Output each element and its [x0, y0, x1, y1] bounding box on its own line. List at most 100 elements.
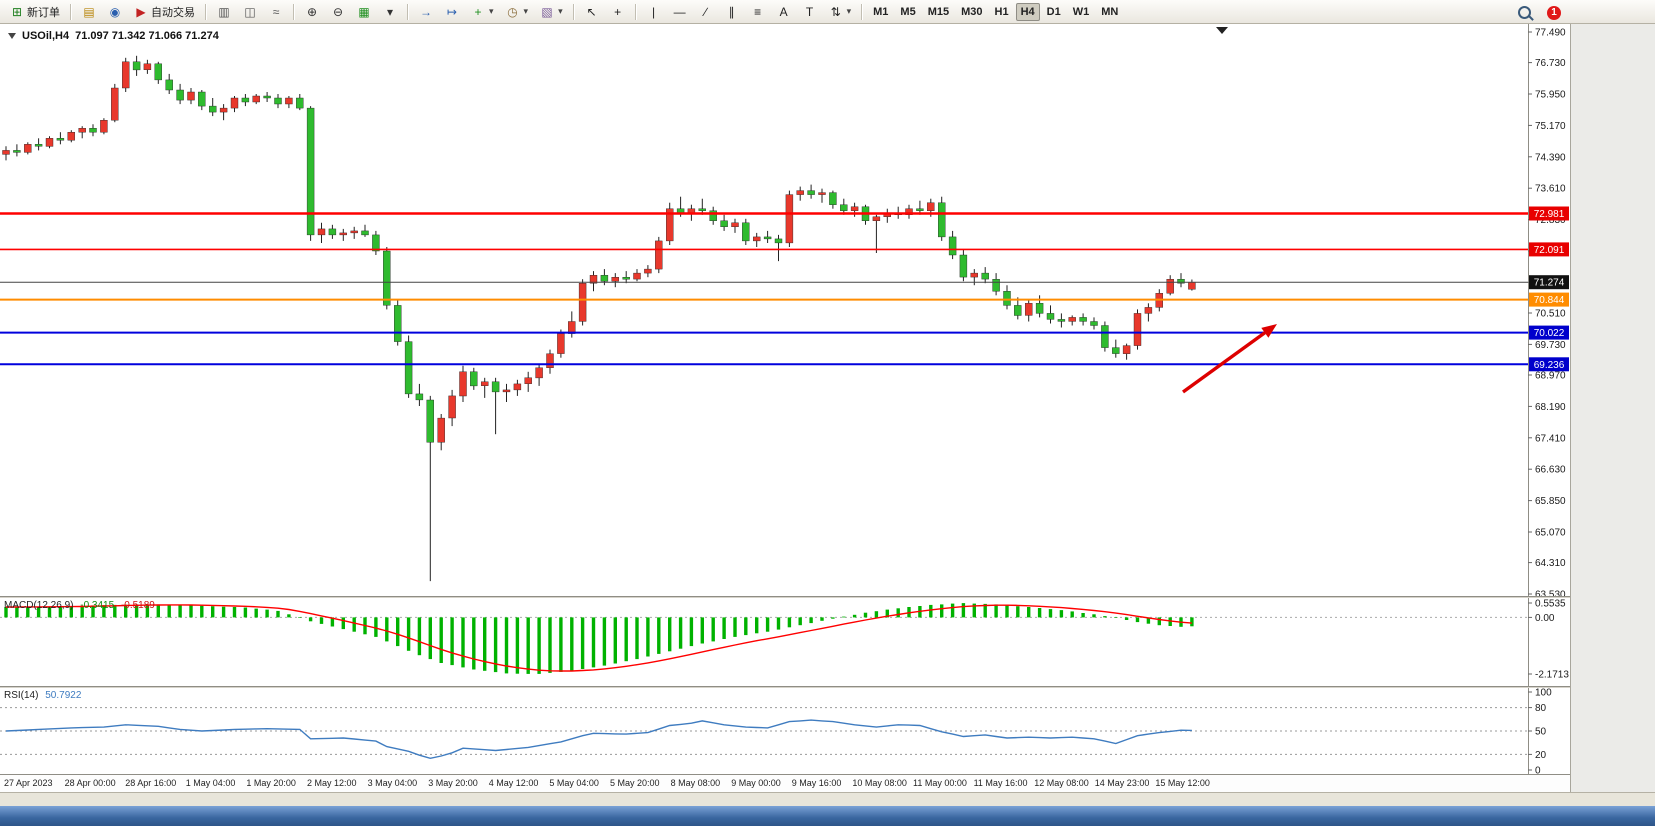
zoom-in-button[interactable]: ⊕ — [300, 3, 324, 21]
periods-button[interactable]: ◷ ▾ — [501, 3, 534, 21]
scroll-marker[interactable] — [1216, 27, 1228, 34]
time-axis-label: 8 May 08:00 — [670, 778, 721, 788]
channel-button[interactable]: ∥ — [720, 3, 744, 21]
fibonacci-button[interactable]: ≡ — [746, 3, 770, 21]
timeframe-m1[interactable]: M1 — [868, 3, 893, 21]
macd-histogram-bar — [646, 617, 650, 657]
timeframe-m5[interactable]: M5 — [895, 3, 920, 21]
candle-body — [774, 238, 783, 244]
candle-body — [916, 208, 924, 211]
candle-body — [339, 232, 347, 236]
candle-body — [1079, 317, 1087, 322]
price-tick-label: 68.970 — [1535, 371, 1566, 382]
indicators-button[interactable]: + ▾ — [466, 3, 499, 21]
pane-splitter[interactable] — [0, 686, 1570, 688]
macd-histogram-bar — [352, 617, 356, 632]
line-chart-button[interactable]: ≈ — [264, 3, 288, 21]
templates-button[interactable]: ▧ ▾ — [535, 3, 568, 21]
time-axis[interactable]: 27 Apr 2023 28 Apr 00:00 28 Apr 16:00 1 May… — [0, 774, 1570, 792]
macd-histogram-bar — [211, 606, 215, 618]
zoom-out-button[interactable]: ⊖ — [326, 3, 350, 21]
rsi-value: 50.7922 — [45, 690, 82, 701]
trendline-button[interactable]: ∕ — [694, 3, 718, 21]
candle-body — [1014, 305, 1022, 316]
chevron-down-icon[interactable]: ▾ — [846, 6, 852, 16]
macd-histogram-bar — [940, 604, 944, 618]
timeframe-h4[interactable]: H4 — [1015, 2, 1040, 21]
chevron-down-icon[interactable]: ▾ — [523, 6, 529, 16]
one-click-trading-icon[interactable] — [8, 33, 16, 39]
arrange-dropdown-button[interactable]: ▾ — [378, 3, 402, 21]
candlestick-chart-button[interactable]: ◫ — [238, 3, 262, 21]
new-order-button[interactable]: ⊞ 新订单 — [5, 2, 65, 22]
macd-histogram-bar — [1124, 617, 1129, 620]
text-button[interactable]: A — [772, 3, 796, 21]
macd-pane[interactable]: 0.5535 0.00 -2.1713 MACD(12,26,9) -0.3415 … — [0, 598, 1570, 686]
time-axis-label: 3 May 04:00 — [367, 778, 418, 788]
rsi-chart-canvas[interactable]: 100 80 50 20 0 — [0, 688, 1570, 774]
vertical-line-button[interactable]: | — [642, 3, 666, 21]
bar-chart-button[interactable]: ▥ — [212, 3, 236, 21]
rsi-line — [5, 719, 1192, 760]
macd-chart-canvas[interactable]: 0.5535 0.00 -2.1713 — [0, 598, 1570, 686]
horizontal-line-button[interactable]: — — [668, 3, 692, 21]
time-axis-label: 5 May 20:00 — [610, 778, 660, 788]
arrows-button[interactable]: ⇅ ▾ — [824, 3, 857, 21]
macd-histogram-bar — [1168, 617, 1172, 626]
macd-tick-label: -2.1713 — [1535, 670, 1569, 681]
timeframe-d1[interactable]: D1 — [1042, 3, 1066, 21]
charts-window-button[interactable]: ▤ — [77, 3, 101, 21]
macd-histogram-bar — [374, 617, 378, 637]
clock-icon: ◷ — [507, 4, 518, 19]
candle-body — [481, 381, 489, 386]
macd-histogram-bar — [831, 617, 835, 619]
cursor-icon: ↖ — [586, 4, 597, 19]
candle-body — [666, 208, 674, 242]
fibonacci-icon: ≡ — [754, 4, 762, 19]
candle-body — [589, 274, 598, 284]
candle-body — [2, 150, 10, 155]
time-axis-label: 2 May 12:00 — [307, 778, 357, 788]
macd-histogram-bar — [385, 617, 389, 642]
candle-body — [1122, 345, 1131, 354]
pane-splitter[interactable] — [0, 596, 1570, 598]
candle-body — [426, 399, 434, 443]
grid-icon: ▦ — [358, 4, 370, 19]
chart-shift-button[interactable]: ↦ — [440, 3, 464, 21]
macd-name: MACD(12,26,9) — [4, 600, 74, 611]
price-pane[interactable]: 77.490 76.730 75.950 75.170 74.390 73.610 72.8… — [0, 24, 1570, 596]
price-chart-canvas[interactable]: 77.490 76.730 75.950 75.170 74.390 73.610 72.8… — [0, 24, 1570, 596]
search-button[interactable] — [1513, 4, 1536, 21]
macd-histogram-bar — [635, 617, 639, 660]
timeframe-w1[interactable]: W1 — [1068, 3, 1095, 21]
timeframe-m30[interactable]: M30 — [956, 3, 987, 21]
profile-button[interactable]: ◉ — [103, 3, 127, 21]
candle-body — [1003, 291, 1011, 306]
timeframe-mn[interactable]: MN — [1096, 3, 1123, 21]
text-label-button[interactable]: T — [798, 3, 822, 21]
crosshair-button[interactable]: + — [606, 3, 630, 21]
macd-histogram-bar — [189, 605, 193, 618]
cursor-button[interactable]: ↖ — [580, 3, 604, 21]
notification-badge[interactable]: 1 — [1547, 5, 1561, 20]
timeframe-m15[interactable]: M15 — [923, 3, 954, 21]
candle-body — [187, 91, 195, 101]
rsi-pane[interactable]: 100 80 50 20 0 RSI(14) 50.7922 — [0, 688, 1570, 774]
ohlc-values: 71.097 71.342 71.066 71.274 — [75, 30, 219, 42]
tile-windows-button[interactable]: ▦ — [352, 3, 376, 21]
channel-icon: ∥ — [728, 4, 735, 19]
macd-histogram-bar — [439, 617, 443, 663]
chevron-down-icon[interactable]: ▾ — [489, 6, 494, 16]
candle-body — [938, 202, 946, 238]
search-icon — [1518, 6, 1531, 19]
toolbar-separator — [861, 3, 864, 20]
candle-body — [796, 190, 804, 195]
macd-tick-label: 0.5535 — [1535, 599, 1566, 610]
macd-histogram-bar — [852, 614, 857, 618]
chevron-down-icon[interactable]: ▾ — [558, 6, 563, 16]
arrow-annotation[interactable] — [1182, 324, 1277, 394]
autotrading-button[interactable]: ▶ 自动交易 — [129, 2, 200, 22]
timeframe-h1[interactable]: H1 — [990, 3, 1014, 21]
autoscroll-button[interactable]: → — [414, 3, 438, 21]
candle-body — [132, 61, 141, 71]
